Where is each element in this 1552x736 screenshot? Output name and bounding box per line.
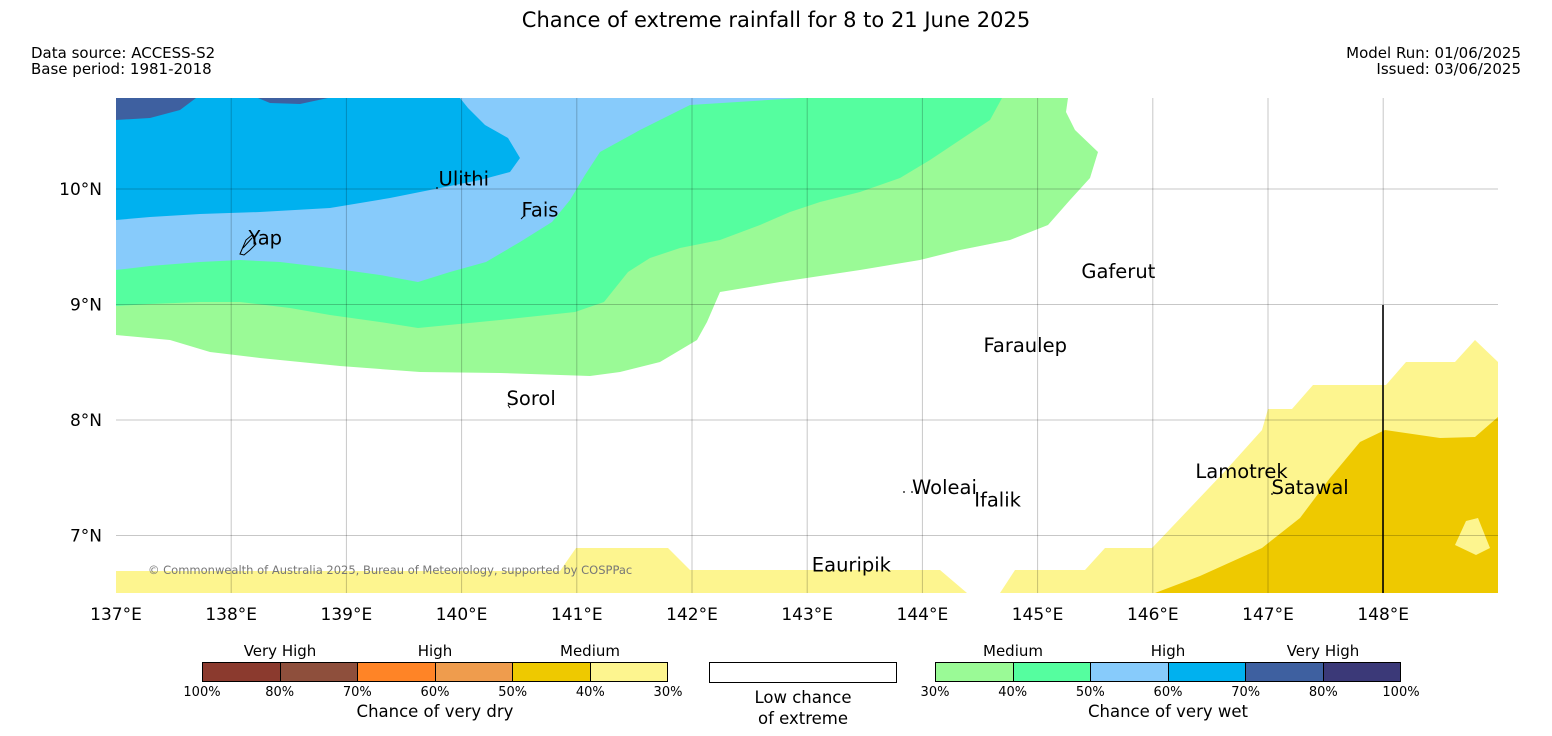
latitude-label: 10°N — [59, 180, 102, 200]
place-label: Sorol — [507, 387, 556, 410]
model-run-label: Model Run: 01/06/2025 — [1346, 44, 1521, 62]
legend-swatch — [1167, 663, 1245, 681]
legend-swatch — [1012, 663, 1090, 681]
legend-low-caption: Low chance of extreme — [754, 687, 851, 729]
legend-tick-label: 30% — [653, 685, 683, 700]
graticule — [116, 98, 1498, 593]
legend-tick-label: 100% — [1382, 685, 1420, 700]
legend-swatch — [1322, 663, 1400, 681]
place-label: Eauripik — [812, 553, 892, 576]
dry-medium-30-patch — [1455, 518, 1490, 555]
place-labels: Ulithi Fais Yap Gaferut Faraulep Sorol WoleaiI… — [239, 168, 1349, 576]
legend-swatch — [936, 663, 1013, 681]
longitude-label: 144°E — [897, 605, 949, 625]
longitude-label: 146°E — [1127, 605, 1179, 625]
dry-medium-40-zone — [1155, 417, 1498, 593]
legend-dry-category-medium: Medium — [560, 642, 620, 660]
longitude-label: 139°E — [321, 605, 373, 625]
longitude-label: 143°E — [781, 605, 833, 625]
legend-swatch — [1245, 663, 1323, 681]
legend-tick-label: 50% — [1075, 685, 1105, 700]
longitude-label: 141°E — [551, 605, 603, 625]
longitude-label: 140°E — [436, 605, 488, 625]
data-source-info: Data source: ACCESS-S2 Base period: 1981… — [31, 45, 215, 77]
wet-veryhigh-70-zone — [116, 98, 328, 120]
legend-tick-label: 40% — [998, 685, 1028, 700]
yap-island-outline — [239, 234, 257, 256]
map-title: Chance of extreme rainfall for 8 to 21 J… — [521, 8, 1031, 32]
latitude-labels: 10°N 9°N 8°N 7°N — [59, 180, 102, 547]
legend-dry-caption: Chance of very dry — [356, 702, 514, 721]
legend-wet-colorbar — [935, 662, 1401, 682]
satawal-island-marker — [1271, 493, 1273, 495]
legend-dry-category-high: High — [417, 642, 453, 660]
sorol-island-marker — [507, 404, 511, 409]
legend-tick-label: 100% — [183, 685, 221, 700]
copyright-notice: © Commonwealth of Australia 2025, Bureau… — [148, 563, 632, 577]
longitude-label: 137°E — [90, 605, 142, 625]
longitude-labels: 137°E 138°E 139°E 140°E 141°E 142°E 143°E 144°E… — [90, 605, 1409, 625]
latitude-label: 8°N — [70, 411, 102, 431]
legend-swatch — [357, 663, 435, 681]
legend-dry-category-very-high: Very High — [243, 642, 317, 660]
legend-low-caption-line1: Low chance — [754, 688, 852, 707]
place-label: Yap — [247, 226, 282, 249]
legend-wet-category-very-high: Very High — [1286, 642, 1360, 660]
model-run-info: Model Run: 01/06/2025 Issued: 03/06/2025 — [1346, 45, 1521, 77]
legend-swatch — [512, 663, 590, 681]
issued-label: Issued: 03/06/2025 — [1376, 60, 1521, 78]
base-period-label: Base period: 1981-2018 — [31, 60, 212, 78]
legend-swatch — [434, 663, 512, 681]
place-label: Ifalik — [974, 489, 1021, 512]
place-label: Satawal — [1271, 476, 1348, 499]
place-label: Lamotrek — [1195, 460, 1288, 483]
legend-low-caption-line2: of extreme — [757, 709, 849, 728]
legend-swatch — [589, 663, 667, 681]
legend-tick-label: 80% — [265, 685, 295, 700]
ifalik-island-marker-1 — [903, 491, 905, 493]
longitude-label: 147°E — [1242, 605, 1294, 625]
ifalik-island-marker-2 — [911, 491, 913, 493]
legend-tick-label: 30% — [920, 685, 950, 700]
legend-wet-caption: Chance of very wet — [1088, 702, 1248, 721]
fais-island-marker — [520, 215, 525, 220]
place-label: Gaferut — [1081, 260, 1155, 283]
legend-tick-label: 40% — [575, 685, 605, 700]
place-label: Fais — [522, 199, 559, 222]
legend-low-swatch — [709, 662, 897, 683]
legend-tick-label: 60% — [420, 685, 450, 700]
place-label: Woleai — [912, 476, 977, 499]
data-source-label: Data source: ACCESS-S2 — [31, 44, 216, 62]
longitude-label: 148°E — [1357, 605, 1409, 625]
legend-dry-colorbar — [202, 662, 668, 682]
place-label: Faraulep — [983, 334, 1067, 357]
latitude-label: 9°N — [70, 296, 102, 316]
legend-swatch — [1090, 663, 1168, 681]
latitude-label: 7°N — [70, 527, 102, 547]
legend-wet-category-high: High — [1150, 642, 1186, 660]
rainfall-map: © Commonwealth of Australia 2025, Bureau… — [59, 98, 1498, 625]
place-label: Ulithi — [439, 168, 490, 191]
longitude-label: 142°E — [666, 605, 718, 625]
longitude-label: 138°E — [205, 605, 257, 625]
legend-swatch — [279, 663, 357, 681]
legend-swatch — [203, 663, 280, 681]
legend-tick-label: 70% — [1231, 685, 1261, 700]
wet-veryhigh-60-zone — [116, 98, 520, 220]
legend-tick-label: 70% — [342, 685, 372, 700]
longitude-label: 145°E — [1012, 605, 1064, 625]
map-plot-area — [116, 98, 1498, 593]
legend-tick-label: 80% — [1308, 685, 1338, 700]
ulithi-island-marker — [436, 187, 438, 189]
legend-tick-label: 50% — [498, 685, 528, 700]
legend-tick-label: 60% — [1153, 685, 1183, 700]
legend-wet-category-medium: Medium — [983, 642, 1043, 660]
